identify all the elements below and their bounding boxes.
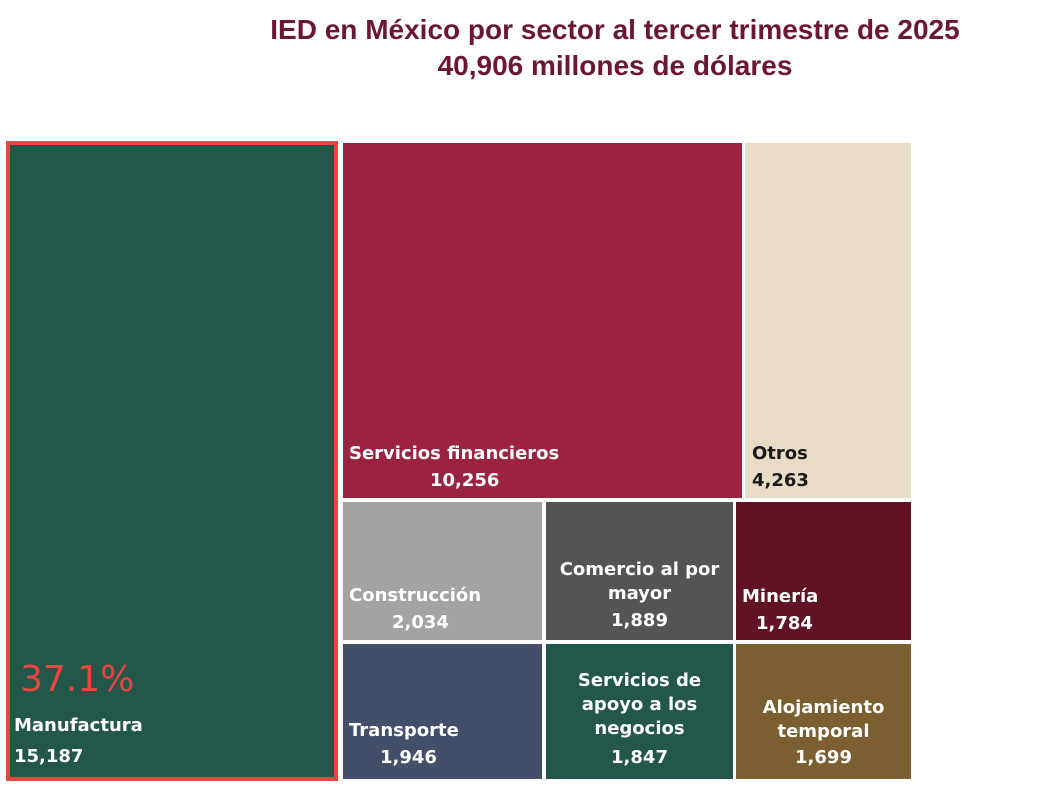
tile-value-otros: 4,263 (752, 470, 809, 491)
tile-label-transporte: Transporte (349, 720, 459, 741)
tile-label-alojamiento-temporal: Alojamiento temporal (762, 697, 885, 742)
manufactura-share-annotation: 37.1% (20, 659, 135, 700)
manufactura-highlight-box (6, 141, 338, 781)
tile-label-construccion: Construcción (349, 585, 482, 606)
treemap-tile-manufactura (8, 143, 336, 779)
tile-value-servicios-financieros: 10,256 (430, 470, 500, 491)
tile-label-comercio-al-por-mayor: Comercio al por mayor (559, 559, 720, 604)
tile-value-mineria: 1,784 (756, 613, 813, 634)
tile-label-servicios-de-apoyo-a-los-negocios: Servicios de apoyo a los negocios (577, 670, 702, 739)
treemap-tile-servicios-de-apoyo-a-los-negocios (546, 644, 733, 779)
treemap-tile-comercio-al-por-mayor (546, 502, 733, 640)
tile-label-manufactura: Manufactura (14, 715, 143, 736)
tile-label-servicios-financieros: Servicios financieros (349, 443, 560, 464)
tile-value-transporte: 1,946 (380, 747, 437, 768)
tile-value-comercio-al-por-mayor: 1,889 (611, 610, 668, 631)
chart-title-block: IED en México por sector al tercer trime… (190, 12, 1040, 84)
tile-value-construccion: 2,034 (392, 612, 449, 633)
chart-title: IED en México por sector al tercer trime… (270, 14, 960, 45)
treemap-tile-alojamiento-temporal (736, 644, 911, 779)
tile-value-manufactura: 15,187 (14, 746, 84, 767)
tile-value-alojamiento-temporal: 1,699 (795, 747, 852, 768)
tile-value-servicios-de-apoyo-a-los-negocios: 1,847 (611, 747, 668, 768)
tile-label-otros: Otros (752, 443, 808, 464)
treemap-tile-otros (745, 143, 911, 498)
treemap-tile-servicios-financieros (343, 143, 742, 498)
chart-subtitle: 40,906 millones de dólares (437, 50, 793, 81)
tile-label-mineria: Minería (742, 586, 819, 607)
treemap-tile-construccion (343, 502, 542, 640)
treemap-tile-transporte (343, 644, 542, 779)
treemap-tile-mineria (736, 502, 911, 640)
